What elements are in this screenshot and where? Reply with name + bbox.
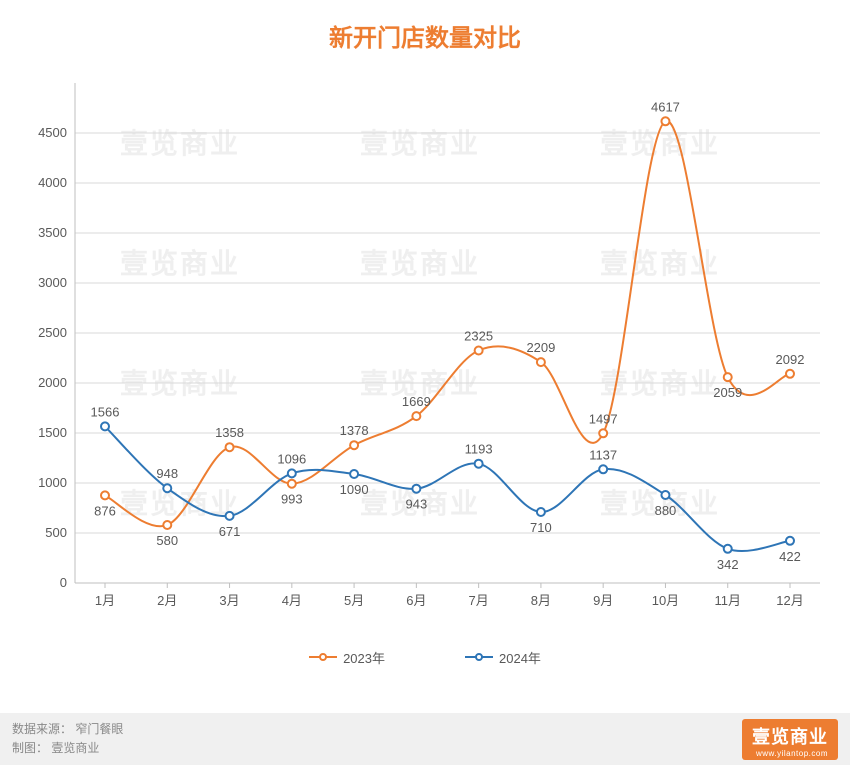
- svg-text:1566: 1566: [91, 404, 120, 419]
- svg-text:3500: 3500: [38, 225, 67, 240]
- svg-text:1669: 1669: [402, 394, 431, 409]
- svg-text:1090: 1090: [340, 482, 369, 497]
- legend-label: 2023年: [343, 648, 385, 667]
- made-value: 壹览商业: [51, 741, 99, 755]
- svg-text:8月: 8月: [531, 593, 551, 608]
- svg-text:3月: 3月: [219, 593, 239, 608]
- made-label: 制图：: [12, 741, 48, 755]
- svg-text:壹览商业: 壹览商业: [360, 248, 480, 279]
- svg-text:12月: 12月: [776, 593, 803, 608]
- svg-text:710: 710: [530, 520, 552, 535]
- svg-text:6月: 6月: [406, 593, 426, 608]
- svg-text:4月: 4月: [282, 593, 302, 608]
- svg-text:342: 342: [717, 557, 739, 572]
- footer-logo-sub: www.yilantop.com: [752, 749, 828, 758]
- svg-text:2月: 2月: [157, 593, 177, 608]
- svg-text:1月: 1月: [95, 593, 115, 608]
- footer-logo: 壹览商业 www.yilantop.com: [742, 719, 838, 760]
- svg-text:1497: 1497: [589, 411, 618, 426]
- svg-text:3000: 3000: [38, 275, 67, 290]
- svg-text:1137: 1137: [589, 447, 617, 462]
- svg-text:671: 671: [219, 524, 241, 539]
- svg-text:1193: 1193: [465, 442, 493, 457]
- svg-text:1000: 1000: [38, 475, 67, 490]
- svg-text:10月: 10月: [652, 593, 679, 608]
- svg-text:5月: 5月: [344, 593, 364, 608]
- chart-area: 壹览商业壹览商业壹览商业壹览商业壹览商业壹览商业壹览商业壹览商业壹览商业壹览商业…: [20, 63, 830, 638]
- svg-text:4000: 4000: [38, 175, 67, 190]
- legend: 2023年 2024年: [0, 638, 850, 675]
- legend-item: 2024年: [465, 648, 541, 667]
- svg-text:1358: 1358: [215, 425, 244, 440]
- svg-text:4500: 4500: [38, 125, 67, 140]
- svg-text:2325: 2325: [464, 329, 493, 344]
- svg-text:2500: 2500: [38, 325, 67, 340]
- chart-title: 新开门店数量对比: [0, 0, 850, 63]
- footer-text: 数据来源： 窄门餐眼 制图： 壹览商业: [12, 720, 123, 758]
- svg-text:4617: 4617: [651, 99, 680, 114]
- svg-text:500: 500: [45, 525, 67, 540]
- chart-container: 新开门店数量对比 壹览商业壹览商业壹览商业壹览商业壹览商业壹览商业壹览商业壹览商…: [0, 0, 850, 765]
- source-value: 窄门餐眼: [75, 722, 123, 736]
- svg-text:0: 0: [60, 575, 67, 590]
- svg-text:2209: 2209: [526, 340, 555, 355]
- svg-text:580: 580: [156, 533, 178, 548]
- svg-text:880: 880: [655, 503, 677, 518]
- svg-text:2092: 2092: [776, 352, 805, 367]
- footer-logo-main: 壹览商业: [752, 723, 828, 749]
- svg-text:7月: 7月: [469, 593, 489, 608]
- svg-text:壹览商业: 壹览商业: [120, 248, 240, 279]
- svg-text:876: 876: [94, 503, 116, 518]
- svg-text:422: 422: [779, 549, 801, 564]
- svg-text:943: 943: [406, 497, 428, 512]
- legend-item: 2023年: [309, 648, 385, 667]
- svg-text:948: 948: [156, 466, 178, 481]
- svg-text:11月: 11月: [714, 593, 741, 608]
- svg-text:1500: 1500: [38, 425, 67, 440]
- svg-text:1378: 1378: [340, 423, 369, 438]
- svg-text:2000: 2000: [38, 375, 67, 390]
- legend-label: 2024年: [499, 648, 541, 667]
- svg-text:1096: 1096: [277, 451, 306, 466]
- svg-text:993: 993: [281, 492, 303, 507]
- footer: 数据来源： 窄门餐眼 制图： 壹览商业 壹览商业 www.yilantop.co…: [0, 713, 850, 765]
- svg-text:2059: 2059: [713, 385, 742, 400]
- source-label: 数据来源：: [12, 722, 72, 736]
- svg-text:9月: 9月: [593, 593, 613, 608]
- line-chart-svg: 壹览商业壹览商业壹览商业壹览商业壹览商业壹览商业壹览商业壹览商业壹览商业壹览商业…: [20, 63, 830, 633]
